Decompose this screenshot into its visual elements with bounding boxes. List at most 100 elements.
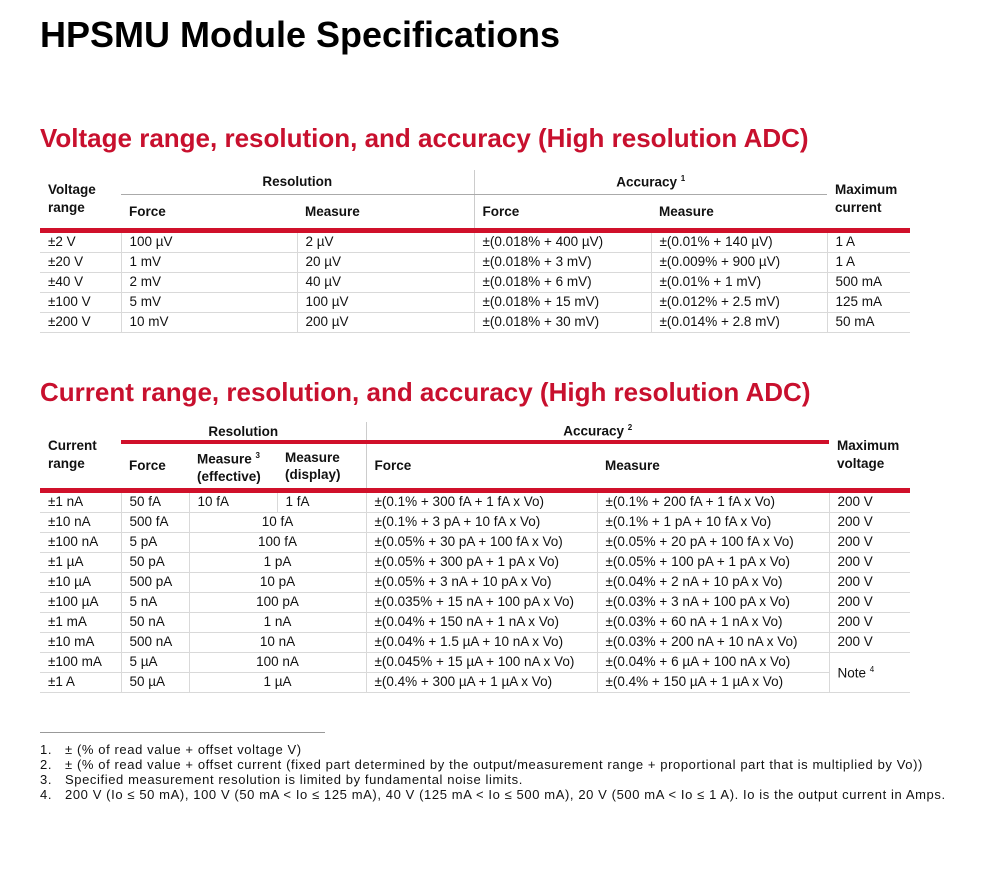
cell-acc-force: ±(0.05% + 30 pA + 100 fA x Vo): [365, 532, 597, 553]
cell-acc-measure: ±(0.014% + 2.8 mV): [650, 312, 827, 333]
cell-acc-measure: ±(0.05% + 100 pA + 1 pA x Vo): [596, 552, 829, 573]
cell-max: 1 A: [826, 230, 910, 253]
cell-acc-force: ±(0.018% + 15 mV): [473, 292, 651, 313]
table-row: ±10 mA 500 nA 10 nA ±(0.04% + 1.5 µA + 10 n…: [40, 632, 910, 653]
cell-res-measure: 40 µV: [296, 272, 474, 293]
cell-acc-force: ±(0.018% + 400 µV): [473, 230, 651, 253]
cell-max: 200 V: [828, 490, 910, 513]
col-accuracy-label: Accuracy: [616, 174, 678, 190]
voltage-spec-table: Voltage range Resolution Accuracy 1 Maxi…: [40, 170, 910, 333]
cell-acc-measure: ±(0.012% + 2.5 mV): [650, 292, 827, 313]
col-measure-disp-label: Measure: [285, 449, 340, 465]
cell-acc-measure: ±(0.1% + 200 fA + 1 fA x Vo): [596, 490, 829, 513]
cell-acc-measure: ±(0.03% + 3 nA + 100 pA x Vo): [596, 592, 829, 613]
cell-res-force: 500 pA: [120, 572, 189, 593]
table-row: ±10 nA 500 fA 10 fA ±(0.1% + 3 pA + 10 fA x…: [40, 512, 910, 533]
cell-res-measure: 1 µA: [188, 672, 366, 693]
footnote-text: Specified measurement resolution is limi…: [65, 772, 523, 787]
cell-max-note: Note 4: [828, 652, 910, 693]
cell-range: ±1 µA: [40, 552, 121, 573]
footnote-number: 2.: [40, 757, 53, 772]
cell-max: 1 A: [826, 252, 910, 273]
cell-acc-force: ±(0.4% + 300 µA + 1 µA x Vo): [365, 672, 597, 693]
cell-range: ±1 nA: [40, 490, 121, 513]
cell-acc-force: ±(0.035% + 15 nA + 100 pA x Vo): [365, 592, 597, 613]
cell-acc-measure: ±(0.04% + 2 nA + 10 pA x Vo): [596, 572, 829, 593]
cell-acc-force: ±(0.018% + 30 mV): [473, 312, 651, 333]
cell-max: 500 mA: [826, 272, 910, 293]
cell-res-force: 50 µA: [120, 672, 189, 693]
col-res-force: Force: [121, 194, 297, 233]
cell-range: ±1 A: [40, 672, 121, 693]
col-acc-measure: Measure: [597, 442, 829, 493]
cell-res-effective: 10 fA: [188, 490, 277, 513]
page-title: HPSMU Module Specifications: [40, 14, 561, 55]
cell-res-force: 5 µA: [120, 652, 189, 673]
footnote-number: 4.: [40, 787, 53, 802]
cell-max: 200 V: [828, 552, 910, 573]
cell-range: ±1 mA: [40, 612, 121, 633]
cell-res-display: 1 fA: [276, 490, 366, 513]
col-max-current: Maximum current: [827, 170, 910, 233]
cell-res-force: 5 nA: [120, 592, 189, 613]
col-measure-eff-label: Measure: [197, 451, 252, 467]
cell-res-force: 50 pA: [120, 552, 189, 573]
voltage-section-heading: Voltage range, resolution, and accuracy …: [40, 123, 809, 153]
cell-res-measure: 1 nA: [188, 612, 366, 633]
footnote-ref-3: 3: [255, 451, 260, 460]
cell-max: 125 mA: [826, 292, 910, 313]
table-row: ±100 nA 5 pA 100 fA ±(0.05% + 30 pA + 100 f…: [40, 532, 910, 553]
cell-range: ±10 nA: [40, 512, 121, 533]
cell-acc-measure: ±(0.4% + 150 µA + 1 µA x Vo): [596, 672, 829, 693]
cell-res-measure: 100 nA: [188, 652, 366, 673]
cell-max: 200 V: [828, 532, 910, 553]
current-spec-table: Current range Resolution Accuracy 2 Maxi…: [40, 422, 910, 693]
col-acc-force: Force: [365, 442, 597, 493]
cell-res-force: 50 fA: [120, 490, 189, 513]
col-resolution: Resolution: [121, 422, 366, 444]
cell-max: 200 V: [828, 612, 910, 633]
cell-res-force: 100 µV: [120, 230, 297, 253]
cell-res-force: 500 fA: [120, 512, 189, 533]
cell-acc-force: ±(0.04% + 1.5 µA + 10 nA x Vo): [365, 632, 597, 653]
cell-acc-measure: ±(0.03% + 60 nA + 1 nA x Vo): [596, 612, 829, 633]
cell-range: ±100 V: [40, 292, 121, 313]
col-acc-force: Force: [473, 194, 651, 233]
cell-res-measure: 20 µV: [296, 252, 474, 273]
col-res-measure: Measure: [297, 194, 474, 233]
col-accuracy: Accuracy 1: [473, 170, 827, 195]
cell-res-force: 50 nA: [120, 612, 189, 633]
cell-acc-measure: ±(0.03% + 200 nA + 10 nA x Vo): [596, 632, 829, 653]
cell-acc-force: ±(0.1% + 300 fA + 1 fA x Vo): [365, 490, 597, 513]
cell-res-force: 5 pA: [120, 532, 189, 553]
cell-acc-force: ±(0.018% + 6 mV): [473, 272, 651, 293]
cell-acc-measure: ±(0.05% + 20 pA + 100 fA x Vo): [596, 532, 829, 553]
cell-range: ±20 V: [40, 252, 121, 273]
table-row: ±1 nA 50 fA 10 fA 1 fA ±(0.1% + 300 fA +…: [40, 490, 910, 513]
cell-range: ±10 µA: [40, 572, 121, 593]
cell-res-measure: 10 pA: [188, 572, 366, 593]
table-row: ±100 mA 5 µA 100 nA ±(0.045% + 15 µA + 100 …: [40, 652, 910, 693]
cell-max: 200 V: [828, 512, 910, 533]
cell-range: ±10 mA: [40, 632, 121, 653]
table-row: ±1 µA 50 pA 1 pA ±(0.05% + 300 pA + 1 pA x …: [40, 552, 910, 573]
cell-range: ±100 mA: [40, 652, 121, 673]
cell-res-measure: 10 nA: [188, 632, 366, 653]
cell-acc-force: ±(0.04% + 150 nA + 1 nA x Vo): [365, 612, 597, 633]
footnote-text: ± (% of read value + offset current (fix…: [65, 757, 923, 772]
cell-res-measure: 10 fA: [188, 512, 366, 533]
footnote-text: ± (% of read value + offset voltage V): [65, 742, 302, 757]
cell-range: ±100 µA: [40, 592, 121, 613]
cell-res-measure: 100 fA: [188, 532, 366, 553]
cell-max: 200 V: [828, 592, 910, 613]
col-resolution: Resolution: [121, 170, 474, 195]
footnote-ref-4: 4: [869, 665, 875, 675]
footnote-ref-2: 2: [627, 423, 633, 433]
cell-res-measure: 100 µV: [296, 292, 474, 313]
cell-res-measure: 100 pA: [188, 592, 366, 613]
footnote-divider: [40, 732, 325, 733]
cell-acc-measure: ±(0.1% + 1 pA + 10 fA x Vo): [596, 512, 829, 533]
